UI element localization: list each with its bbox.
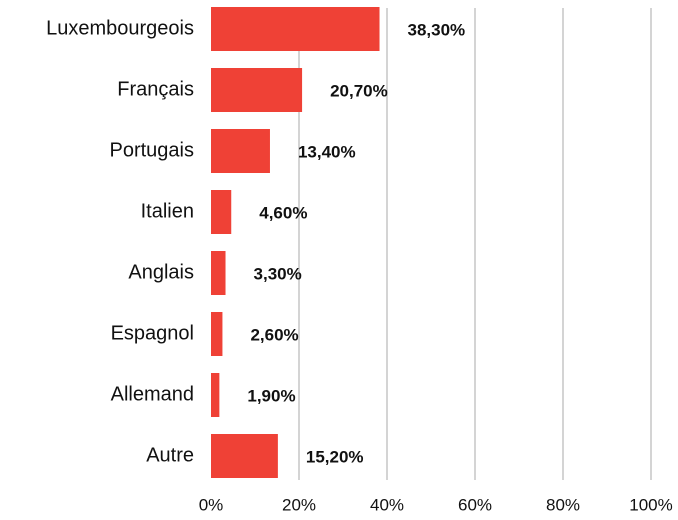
y-tick-label: Français [117,78,194,100]
y-tick-label: Autre [146,444,194,466]
bar [211,129,270,173]
bar [211,251,226,295]
x-tick-label: 0% [199,495,224,514]
bar [211,312,223,356]
y-tick-label: Luxembourgeois [46,17,194,39]
bar [211,373,220,417]
value-label: 1,90% [247,386,295,405]
value-label: 3,30% [254,264,302,283]
x-tick-label: 60% [458,495,492,514]
y-tick-label: Allemand [111,383,194,405]
x-tick-label: 20% [282,495,316,514]
x-tick-label: 100% [629,495,672,514]
y-tick-label: Portugais [110,139,195,161]
value-label: 13,40% [298,142,356,161]
y-tick-label: Italien [141,200,194,222]
value-label: 15,20% [306,447,364,466]
bar [211,190,232,234]
value-label: 2,60% [250,325,298,344]
value-label: 38,30% [408,20,466,39]
x-tick-label: 40% [370,495,404,514]
bar [211,68,303,112]
bar [211,7,380,51]
value-label: 4,60% [259,203,307,222]
value-label: 20,70% [330,81,388,100]
y-tick-label: Anglais [128,261,194,283]
y-tick-label: Espagnol [111,322,194,344]
bar [211,434,278,478]
x-tick-label: 80% [546,495,580,514]
